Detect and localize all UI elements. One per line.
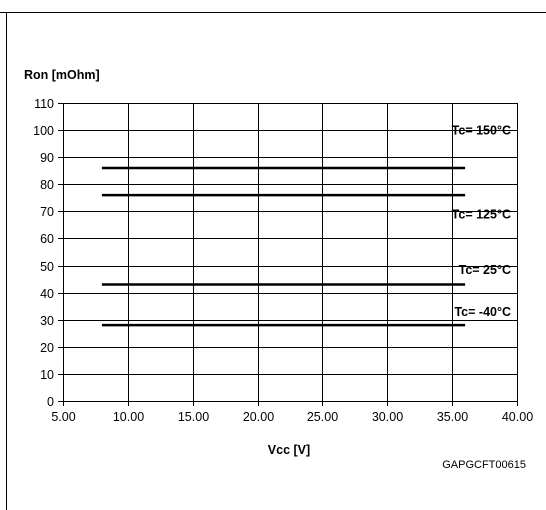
x-tick-label: 5.00 (51, 410, 75, 424)
series-label-3: Tc= -40°C (454, 305, 511, 319)
series-lines (101, 166, 466, 327)
y-tick-label: 80 (40, 178, 54, 192)
series-label-0: Tc= 150°C (452, 124, 511, 138)
x-tick-label: 25.00 (307, 410, 338, 424)
y-tick-label: 10 (40, 368, 54, 382)
x-tick-label: 10.00 (113, 410, 144, 424)
y-axis-label: Ron [mOhm] (24, 68, 100, 82)
x-tick-label: 20.00 (243, 410, 274, 424)
y-tick-label: 30 (40, 314, 54, 328)
grid (63, 103, 518, 401)
frame-top-border (0, 12, 546, 13)
x-tick-label: 15.00 (178, 410, 209, 424)
axes: 0 10 20 30 40 50 60 70 80 90 100 110 5.00 10.00 15.00 2… (33, 97, 533, 424)
x-tick-label: 30.00 (372, 410, 403, 424)
y-tick-label: 0 (47, 395, 54, 409)
y-tick-label: 100 (33, 124, 54, 138)
y-tick-label: 70 (40, 205, 54, 219)
y-tick-label: 20 (40, 341, 54, 355)
y-tick-label: 50 (40, 260, 54, 274)
x-tick-label: 35.00 (437, 410, 468, 424)
series-label-2: Tc= 25°C (459, 263, 511, 277)
x-axis-label: Vcc [V] (268, 443, 310, 457)
frame-left-border (6, 12, 7, 510)
y-tick-label: 40 (40, 287, 54, 301)
figure-id: GAPGCFT00615 (442, 459, 526, 471)
series-label-1: Tc= 125°C (452, 208, 511, 222)
y-tick-label: 90 (40, 151, 54, 165)
y-tick-label: 110 (34, 97, 54, 111)
x-tick-label: 40.00 (502, 410, 533, 424)
series-labels: Tc= 150°C Tc= 125°C Tc= 25°C Tc= -40°C (452, 124, 511, 320)
y-tick-label: 60 (40, 232, 54, 246)
